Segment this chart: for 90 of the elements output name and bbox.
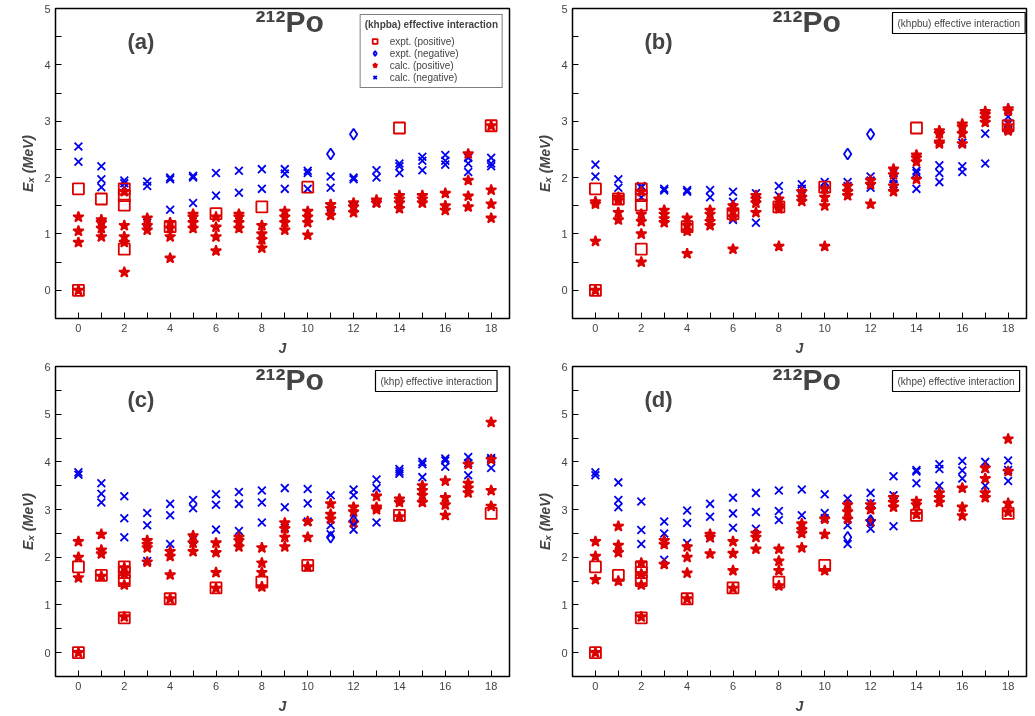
y-tick-label: 3 bbox=[44, 503, 51, 516]
x-tick-label: 6 bbox=[729, 679, 737, 692]
legend-title: (khpba) effective interaction bbox=[364, 19, 498, 30]
x-tick-label: 18 bbox=[1002, 321, 1015, 334]
x-tick-label: 18 bbox=[485, 321, 498, 334]
y-tick-label: 0 bbox=[561, 646, 568, 659]
y-axis-title: Eₓ (MeV) bbox=[20, 492, 37, 550]
y-axis-title: Eₓ (MeV) bbox=[537, 492, 554, 550]
legend-label: calc. (positive) bbox=[389, 59, 454, 71]
annotation: (a) bbox=[127, 28, 155, 54]
x-tick-label: 10 bbox=[818, 321, 831, 334]
x-tick-label: 14 bbox=[910, 321, 923, 334]
y-tick-label: 5 bbox=[44, 408, 51, 421]
x-tick-label: 16 bbox=[439, 679, 452, 692]
x-tick-label: 16 bbox=[956, 679, 969, 692]
x-tick-label: 14 bbox=[393, 321, 406, 334]
x-tick-label: 4 bbox=[167, 679, 174, 692]
y-tick-label: 5 bbox=[561, 2, 568, 15]
x-tick-label: 0 bbox=[592, 321, 599, 334]
y-tick-label: 2 bbox=[561, 551, 568, 564]
y-tick-label: 6 bbox=[44, 360, 51, 373]
x-tick-label: 16 bbox=[439, 321, 452, 334]
annotation: (khp) effective interaction bbox=[380, 375, 493, 387]
x-tick-label: 6 bbox=[729, 321, 737, 334]
y-tick-label: 0 bbox=[44, 646, 51, 659]
y-tick-label: 6 bbox=[561, 360, 568, 373]
x-tick-label: 8 bbox=[775, 679, 782, 692]
x-tick-label: 10 bbox=[818, 679, 831, 692]
y-tick-label: 3 bbox=[44, 115, 51, 128]
x-axis-title: J bbox=[795, 339, 805, 356]
y-tick-label: 1 bbox=[44, 227, 51, 240]
y-tick-label: 5 bbox=[561, 408, 568, 421]
legend-label: calc. (negative) bbox=[389, 71, 458, 83]
x-tick-label: 2 bbox=[121, 679, 128, 692]
annotation: (c) bbox=[127, 386, 155, 412]
x-tick-label: 6 bbox=[212, 321, 220, 334]
x-tick-label: 4 bbox=[684, 679, 691, 692]
x-tick-label: 12 bbox=[347, 321, 360, 334]
y-tick-label: 2 bbox=[561, 171, 568, 184]
annotation: ²¹²Po bbox=[772, 362, 841, 396]
y-tick-label: 4 bbox=[44, 58, 51, 71]
x-tick-label: 16 bbox=[956, 321, 969, 334]
legend-label: expt. (negative) bbox=[389, 47, 459, 59]
x-axis-title: J bbox=[278, 697, 288, 714]
x-tick-label: 0 bbox=[75, 321, 82, 334]
x-tick-label: 18 bbox=[1002, 679, 1015, 692]
x-tick-label: 8 bbox=[258, 679, 265, 692]
y-axis-title: Eₓ (MeV) bbox=[20, 134, 37, 192]
y-tick-label: 3 bbox=[561, 503, 568, 516]
x-tick-label: 8 bbox=[258, 321, 265, 334]
x-axis-title: J bbox=[795, 697, 805, 714]
x-tick-label: 2 bbox=[121, 321, 128, 334]
x-axis-title: J bbox=[278, 339, 288, 356]
annotation: (khpbu) effective interaction bbox=[897, 17, 1021, 29]
annotation: ²¹²Po bbox=[255, 362, 324, 396]
annotation: (d) bbox=[644, 386, 673, 412]
x-tick-label: 12 bbox=[864, 679, 877, 692]
y-tick-label: 5 bbox=[44, 2, 51, 15]
y-tick-label: 2 bbox=[44, 551, 51, 564]
y-tick-label: 4 bbox=[561, 58, 568, 71]
x-tick-label: 12 bbox=[864, 321, 877, 334]
y-tick-label: 0 bbox=[561, 284, 568, 297]
y-tick-label: 4 bbox=[44, 455, 51, 468]
y-tick-label: 3 bbox=[561, 115, 568, 128]
x-tick-label: 6 bbox=[212, 679, 220, 692]
x-tick-label: 14 bbox=[910, 679, 923, 692]
x-tick-label: 2 bbox=[638, 321, 645, 334]
x-tick-label: 0 bbox=[592, 679, 599, 692]
y-tick-label: 2 bbox=[44, 171, 51, 184]
y-axis-title: Eₓ (MeV) bbox=[537, 134, 554, 192]
x-tick-label: 2 bbox=[638, 679, 645, 692]
y-tick-label: 1 bbox=[561, 227, 568, 240]
y-tick-label: 0 bbox=[44, 284, 51, 297]
legend-label: expt. (positive) bbox=[389, 35, 455, 47]
x-tick-label: 18 bbox=[485, 679, 498, 692]
x-tick-label: 8 bbox=[775, 321, 782, 334]
x-tick-label: 4 bbox=[684, 321, 691, 334]
annotation: ²¹²Po bbox=[772, 4, 841, 38]
y-tick-label: 1 bbox=[44, 598, 51, 611]
x-tick-label: 4 bbox=[167, 321, 174, 334]
x-tick-label: 0 bbox=[75, 679, 82, 692]
x-tick-label: 12 bbox=[347, 679, 360, 692]
annotation: (b) bbox=[644, 28, 673, 54]
x-tick-label: 10 bbox=[301, 321, 314, 334]
annotation: ²¹²Po bbox=[255, 4, 324, 38]
y-tick-label: 4 bbox=[561, 455, 568, 468]
annotation: (khpe) effective interaction bbox=[897, 375, 1015, 387]
y-tick-label: 1 bbox=[561, 598, 568, 611]
x-tick-label: 10 bbox=[301, 679, 314, 692]
x-tick-label: 14 bbox=[393, 679, 406, 692]
